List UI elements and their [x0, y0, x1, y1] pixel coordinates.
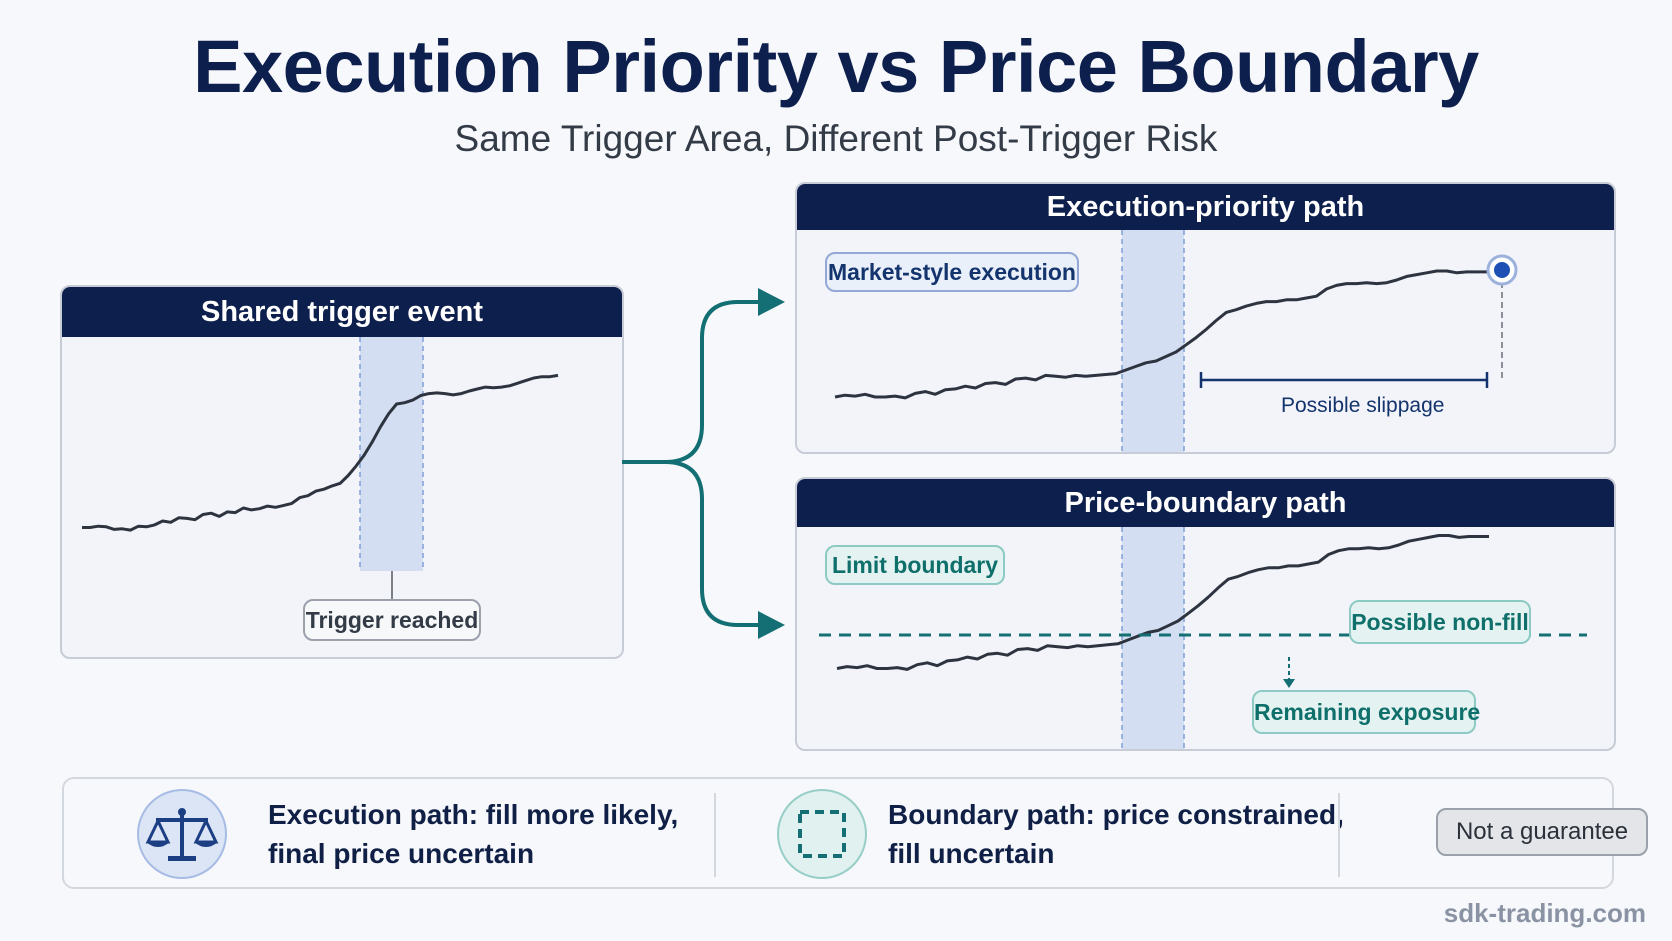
dashed-square-icon: [777, 789, 867, 879]
execution-summary-line2: final price uncertain: [268, 838, 535, 869]
execution-summary-line1: Execution path: fill more likely,: [268, 799, 679, 830]
site-watermark: sdk-trading.com: [1443, 898, 1646, 928]
boundary-summary-text: Boundary path: price constrained, fill u…: [888, 795, 1344, 873]
trigger-band: [360, 337, 423, 571]
execution-summary-text: Execution path: fill more likely, final …: [268, 795, 678, 873]
limit-boundary-tag: Limit boundary: [825, 545, 1005, 585]
branch-line: [622, 300, 760, 627]
trigger-band: [1122, 230, 1184, 452]
exposure-arrow-head: [1283, 679, 1295, 688]
panel-title: Price-boundary path: [797, 479, 1614, 527]
trigger-reached-callout: Trigger reached: [303, 599, 481, 641]
balance-scale-icon: [137, 789, 227, 879]
boundary-summary-line1: Boundary path: price constrained,: [888, 799, 1344, 830]
page-subtitle: Same Trigger Area, Different Post-Trigge…: [454, 118, 1218, 159]
price-line: [834, 269, 1487, 400]
price-line: [836, 534, 1489, 671]
arrow-head-top: [758, 288, 785, 316]
market-style-execution-tag: Market-style execution: [825, 252, 1079, 292]
panel-title: Shared trigger event: [62, 287, 622, 337]
shared-chart: [82, 337, 559, 600]
summary-divider: [1338, 793, 1340, 877]
panel-title: Execution-priority path: [797, 184, 1614, 230]
remaining-exposure-callout: Remaining exposure: [1252, 690, 1480, 734]
execution-priority-panel: Execution-priority path Market-style exe…: [795, 182, 1616, 454]
possible-slippage-label: Possible slippage: [1281, 394, 1445, 417]
boundary-summary-line2: fill uncertain: [888, 838, 1055, 869]
arrow-head-bottom: [758, 611, 785, 639]
not-a-guarantee-badge: Not a guarantee: [1436, 808, 1648, 856]
shared-trigger-panel: Shared trigger event Trigger reached: [60, 285, 624, 659]
price-boundary-panel: Price-boundary path Limit boundary Possi…: [795, 477, 1616, 751]
summary-divider: [714, 793, 716, 877]
possible-non-fill-callout: Possible non-fill: [1349, 600, 1531, 644]
summary-bar: Execution path: fill more likely, final …: [62, 777, 1648, 889]
page-title: Execution Priority vs Price Boundary: [193, 25, 1479, 108]
execution-chart: [834, 230, 1518, 452]
fill-point-core: [1494, 262, 1510, 278]
price-line: [82, 373, 559, 532]
